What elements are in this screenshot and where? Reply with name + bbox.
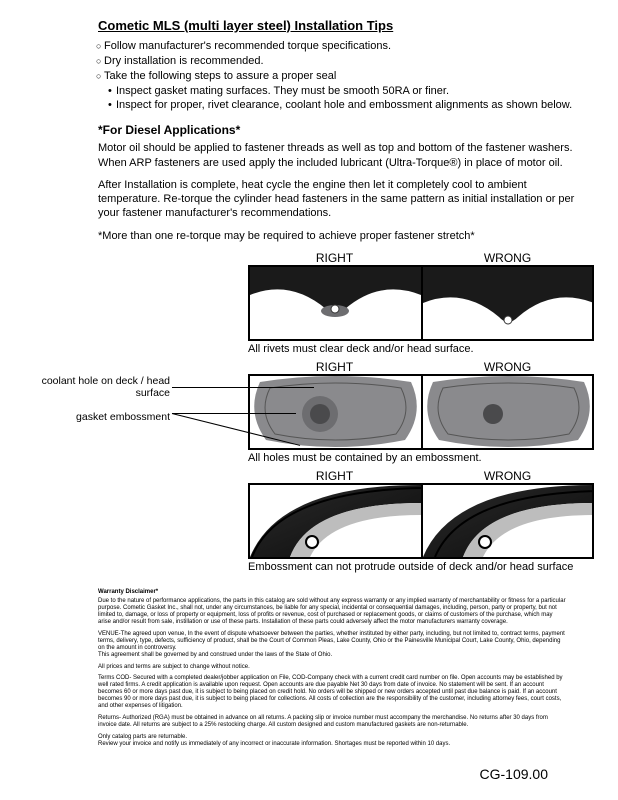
row1-labels: RIGHT WRONG: [248, 251, 594, 265]
label-wrong: WRONG: [421, 469, 594, 483]
paragraph: *More than one re-torque may be required…: [98, 229, 576, 243]
diagram-wrong-3: [421, 485, 592, 557]
diagram-right-3: [250, 485, 421, 557]
disclaimer-text: All prices and terms are subject to chan…: [98, 664, 566, 671]
row3-labels: RIGHT WRONG: [248, 469, 594, 483]
diagram-wrong-1: [421, 267, 592, 339]
bullet-text: Take the following steps to assure a pro…: [104, 69, 336, 84]
disclaimer-heading: Warranty Disclaimer*: [98, 589, 566, 596]
label-right: RIGHT: [248, 251, 421, 265]
caption-3: Embossment can not protrude outside of d…: [248, 561, 594, 574]
bullet-text: Inspect gasket mating surfaces. They mus…: [116, 84, 449, 99]
section-heading: *For Diesel Applications*: [98, 123, 586, 137]
disclaimer-text: VENUE-The agreed upon venue, In the even…: [98, 631, 566, 659]
callout-coolant-hole: coolant hole on deck / head surface: [40, 375, 170, 399]
label-wrong: WRONG: [421, 251, 594, 265]
page-number: CG-109.00: [480, 766, 548, 782]
diagram-row-3: [248, 483, 594, 559]
bullet-text: Follow manufacturer's recommended torque…: [104, 39, 391, 54]
callout-gasket-embossment: gasket embossment: [40, 411, 170, 423]
paragraph: After Installation is complete, heat cyc…: [98, 178, 576, 221]
disclaimer-text: Only catalog parts are returnable.Review…: [98, 734, 566, 748]
bullet-text: Dry installation is recommended.: [104, 54, 264, 69]
label-wrong: WRONG: [421, 360, 594, 374]
label-right: RIGHT: [248, 360, 421, 374]
label-right: RIGHT: [248, 469, 421, 483]
disclaimer-block: Warranty Disclaimer* Due to the nature o…: [98, 589, 566, 748]
caption-1: All rivets must clear deck and/or head s…: [248, 343, 594, 356]
diagram-callouts: coolant hole on deck / head surface gask…: [40, 375, 170, 423]
caption-2: All holes must be contained by an emboss…: [248, 452, 594, 465]
diagram-row-1: [248, 265, 594, 341]
diagram-right-1: [250, 267, 421, 339]
bullet-text: Inspect for proper, rivet clearance, coo…: [116, 98, 572, 113]
paragraph: Motor oil should be applied to fastener …: [98, 141, 576, 170]
bullet-list: ○Follow manufacturer's recommended torqu…: [96, 39, 586, 113]
disclaimer-text: Due to the nature of performance applica…: [98, 598, 566, 626]
disclaimer-text: Terms COD- Secured with a completed deal…: [98, 675, 566, 709]
row2-labels: RIGHT WRONG: [248, 360, 594, 374]
diagram-row-2: [248, 374, 594, 450]
disclaimer-text: Returns- Authorized (RGA) must be obtain…: [98, 715, 566, 729]
page-title: Cometic MLS (multi layer steel) Installa…: [98, 18, 586, 33]
diagram-wrong-2: [421, 376, 592, 448]
